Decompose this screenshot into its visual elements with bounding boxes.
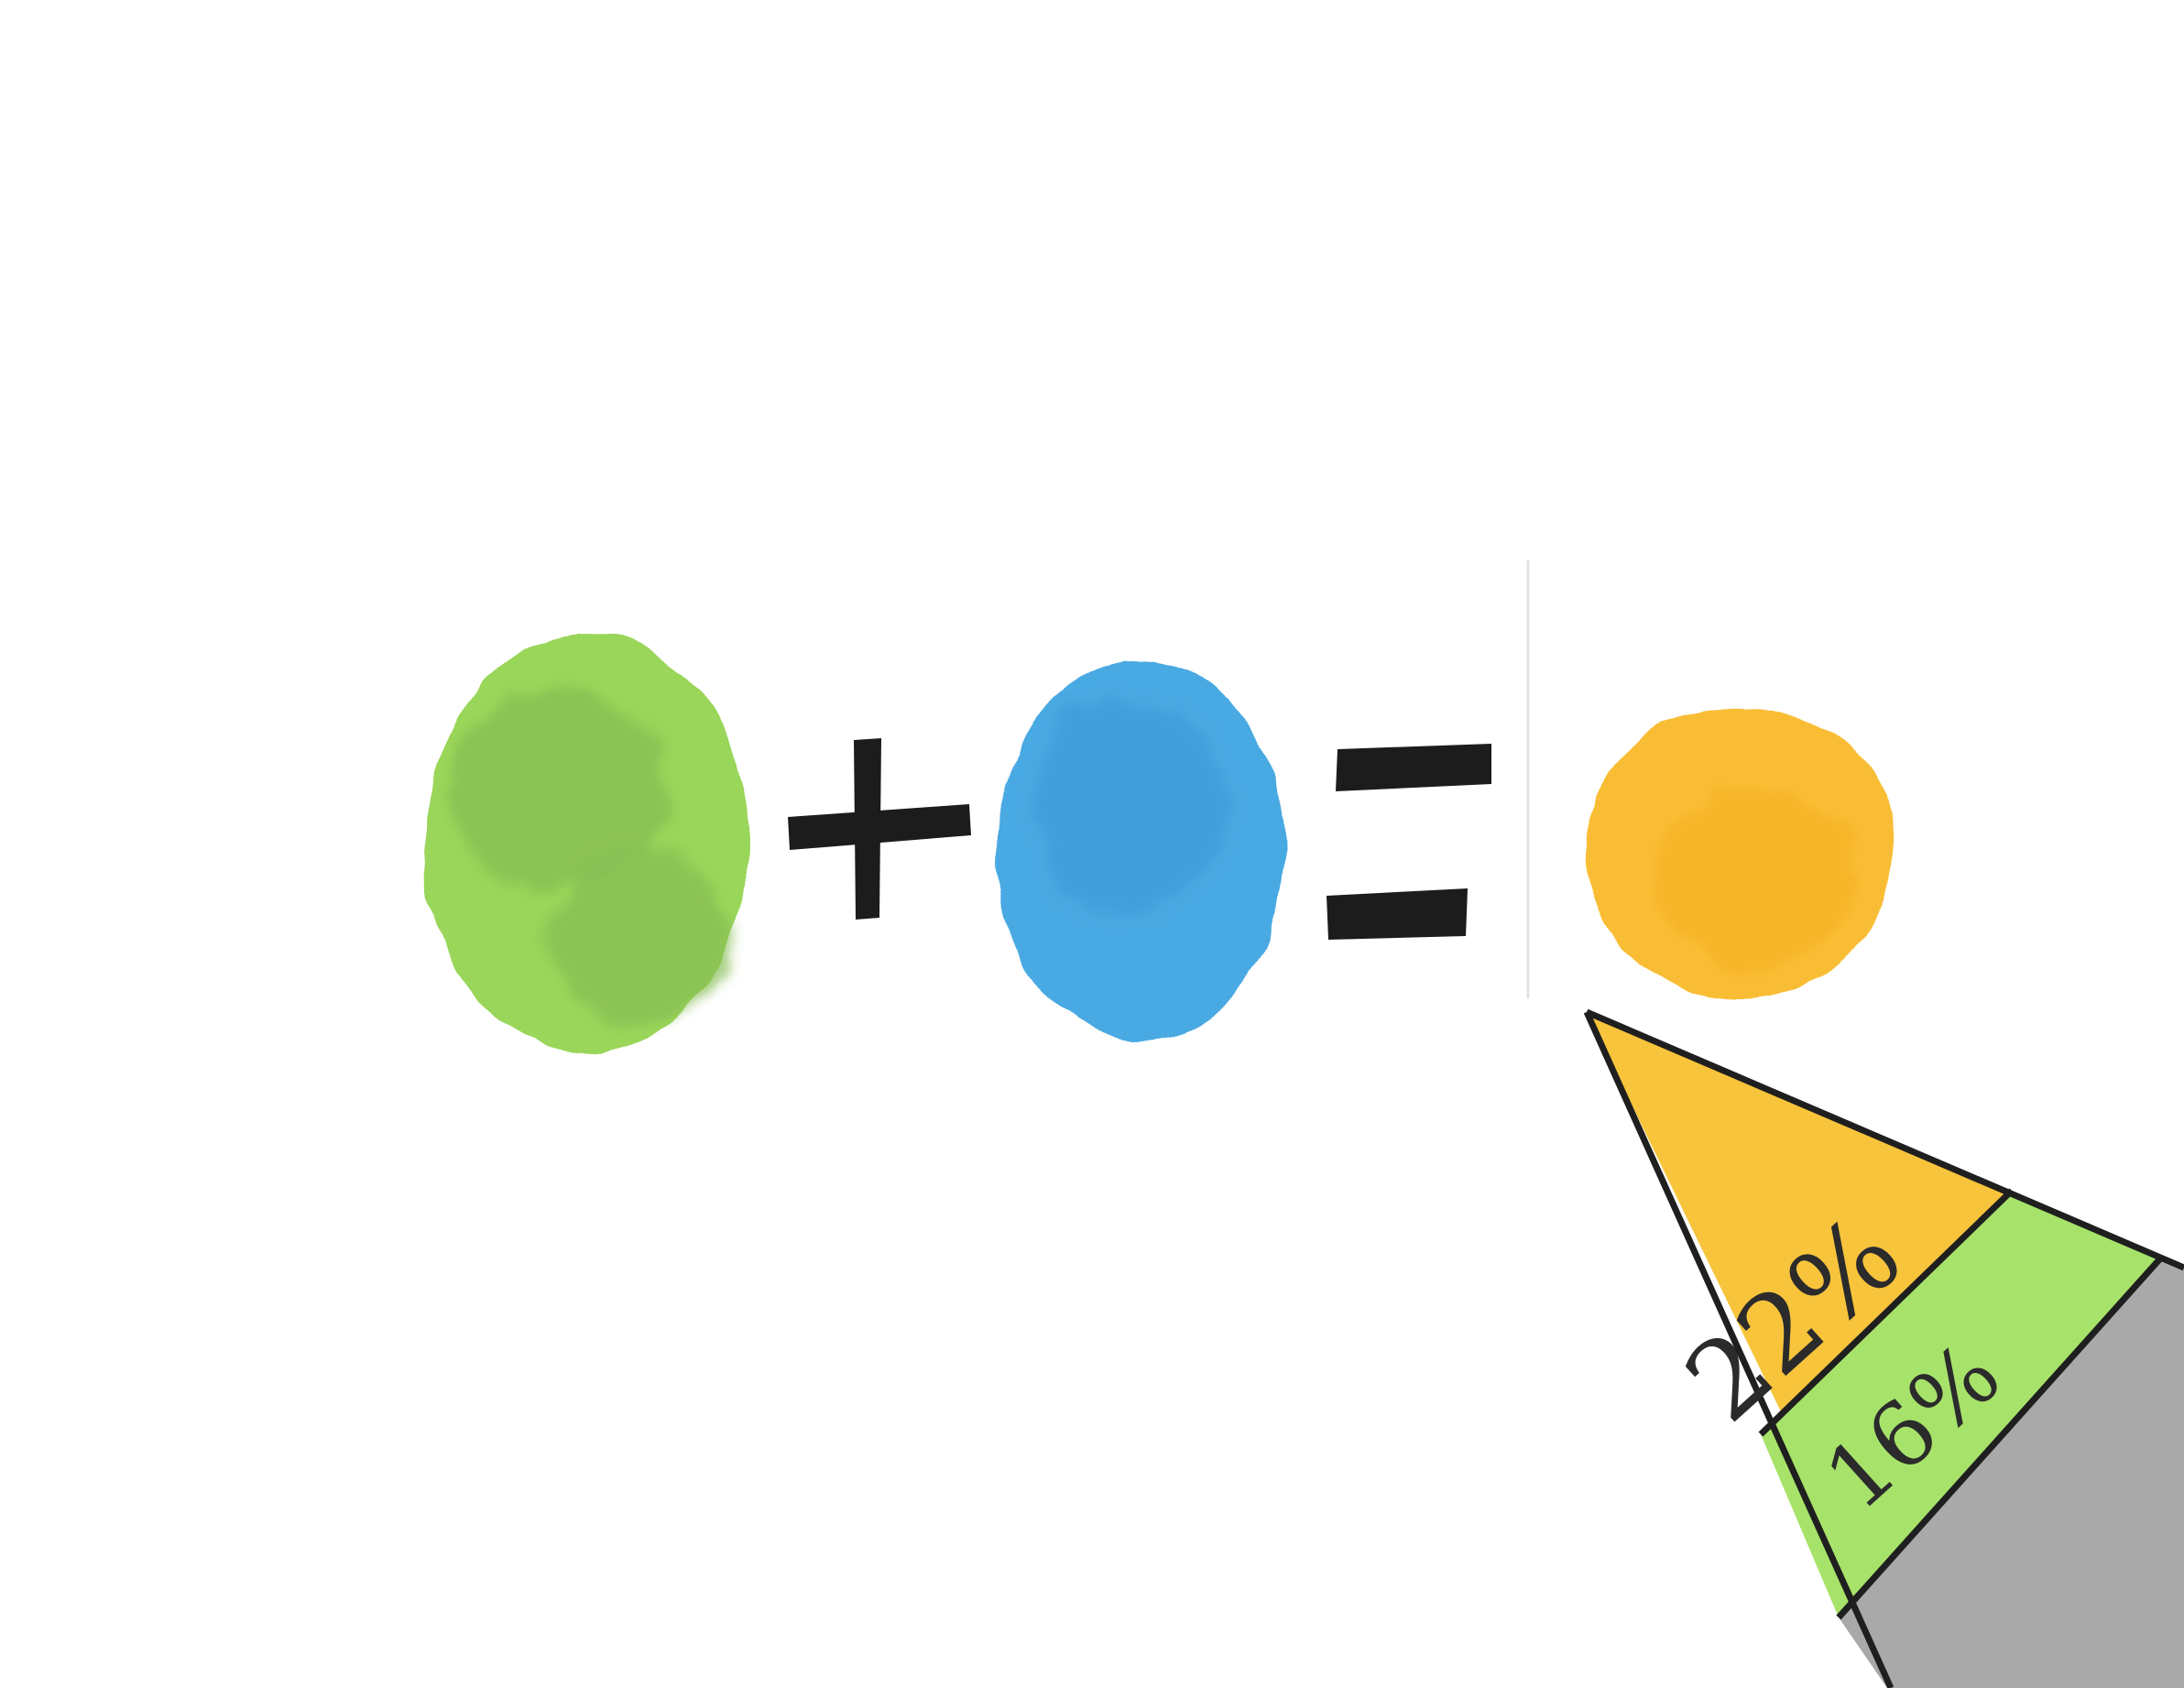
cone-divider-2 xyxy=(1836,1254,2165,1620)
green-circle xyxy=(423,634,749,1051)
cone-outline-left xyxy=(1583,1010,1895,1688)
cone-diagram: 22% 16% xyxy=(1583,1008,2184,1688)
blue-circle xyxy=(996,659,1285,1040)
cone-segment-22 xyxy=(1587,1012,2012,1434)
cone-segment-16 xyxy=(1761,1191,2162,1617)
cone-segment-grey xyxy=(1839,1257,2184,1688)
equals-sign: = xyxy=(1327,744,1491,940)
cone-outline-top xyxy=(1585,1008,2184,1271)
cone-divider-1 xyxy=(1758,1188,2015,1437)
plus-sign: + xyxy=(788,738,971,920)
yellow-circle xyxy=(1585,705,1896,998)
